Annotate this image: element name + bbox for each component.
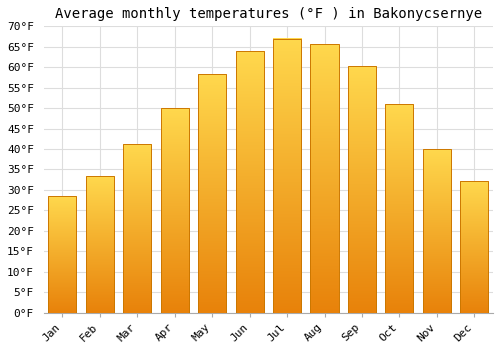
- Bar: [273, 38, 301, 313]
- Bar: [236, 51, 264, 313]
- Bar: [386, 104, 413, 313]
- Bar: [310, 44, 338, 313]
- Bar: [348, 66, 376, 313]
- Bar: [123, 144, 152, 313]
- Bar: [48, 196, 76, 313]
- Bar: [460, 181, 488, 313]
- Title: Average monthly temperatures (°F ) in Bakonycsernye: Average monthly temperatures (°F ) in Ba…: [55, 7, 482, 21]
- Bar: [198, 74, 226, 313]
- Bar: [423, 149, 451, 313]
- Bar: [160, 108, 189, 313]
- Bar: [86, 176, 114, 313]
